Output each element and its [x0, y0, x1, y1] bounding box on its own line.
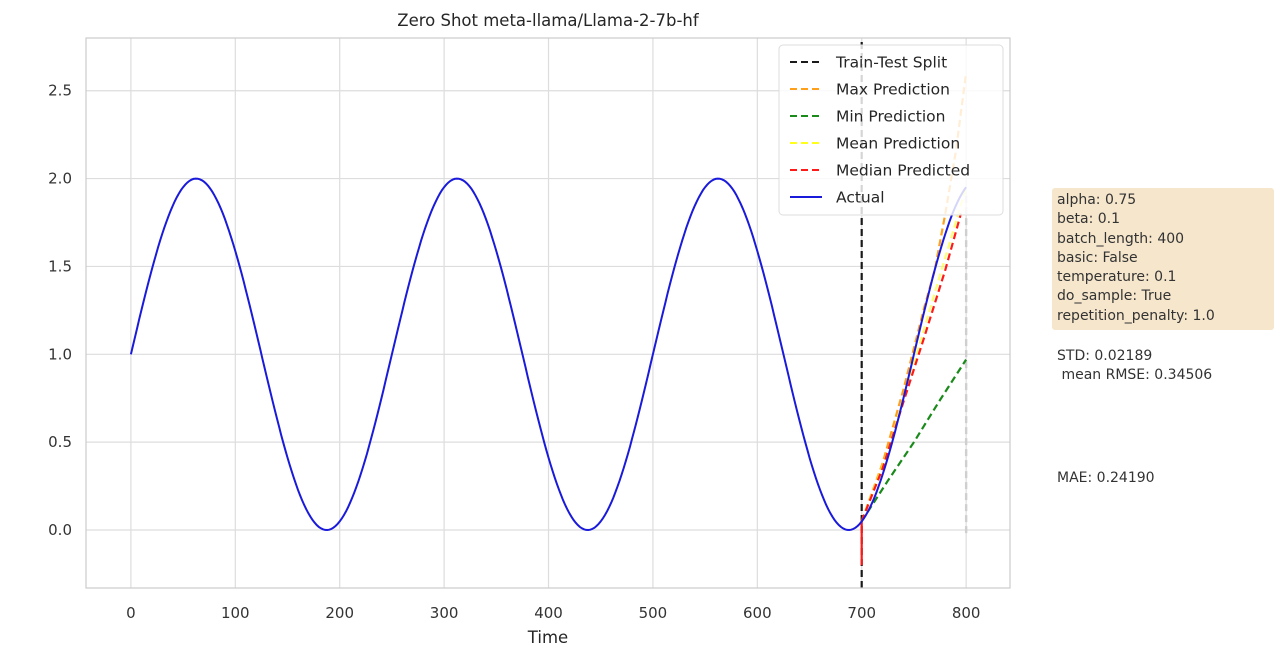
- legend-label-min-prediction: Min Prediction: [836, 108, 945, 126]
- series-min-prediction: [860, 359, 968, 522]
- series-layer: [129, 38, 968, 588]
- legend-label-train-test-split: Train-Test Split: [835, 54, 947, 72]
- x-tick-label: 100: [221, 604, 250, 622]
- mae-text: MAE: 0.24190: [1057, 470, 1155, 486]
- x-tick-label: 300: [430, 604, 459, 622]
- y-tick-label: 0.5: [48, 433, 72, 451]
- plot-frame: [85, 37, 1011, 589]
- rmse-text: mean RMSE: 0.34506: [1057, 367, 1213, 383]
- legend: Train-Test Split Max Prediction Min Predic…: [778, 44, 1004, 216]
- y-tick-label: 0.0: [48, 521, 72, 539]
- param-beta: beta: 0.1: [1057, 211, 1120, 228]
- y-tick-label: 2.5: [48, 82, 72, 100]
- y-tick-label: 1.0: [48, 345, 72, 363]
- x-tick-label: 200: [325, 604, 354, 622]
- series-actual: [129, 177, 967, 532]
- param-temperature: temperature: 0.1: [1057, 269, 1177, 286]
- x-tick-label: 600: [743, 604, 772, 622]
- x-tick-label: 500: [639, 604, 668, 622]
- param-do-sample: do_sample: True: [1057, 288, 1172, 305]
- x-axis-label: Time: [527, 628, 568, 646]
- x-tick-label: 400: [534, 604, 563, 622]
- x-tick-label: 0: [126, 604, 136, 622]
- legend-label-median-predicted: Median Predicted: [836, 162, 970, 180]
- parameters-box: alpha: 0.75 beta: 0.1 batch_length: 400 …: [1052, 188, 1274, 331]
- legend-box: [778, 44, 1004, 216]
- legend-label-max-prediction: Max Prediction: [836, 81, 950, 99]
- param-repetition-penalty: repetition_penalty: 1.0: [1057, 307, 1215, 324]
- tick-labels: 0 100 200 300 400 500 600 700 800 0.0 0.5 1.0 1.5 2.0…: [48, 82, 980, 622]
- chart-title: Zero Shot meta-llama/Llama-2-7b-hf: [397, 11, 700, 30]
- x-tick-label: 700: [847, 604, 876, 622]
- param-batch-length: batch_length: 400: [1057, 230, 1185, 247]
- std-text: STD: 0.02189: [1057, 348, 1153, 364]
- param-basic: basic: False: [1057, 249, 1138, 266]
- series-mean-prediction: [860, 187, 968, 522]
- legend-label-actual: Actual: [836, 189, 885, 207]
- series-median-predicted: [860, 213, 962, 566]
- y-tick-label: 1.5: [48, 257, 72, 275]
- x-tick-label: 800: [952, 604, 981, 622]
- legend-label-mean-prediction: Mean Prediction: [836, 135, 960, 153]
- y-tick-label: 2.0: [48, 170, 72, 188]
- param-alpha: alpha: 0.75: [1057, 192, 1137, 208]
